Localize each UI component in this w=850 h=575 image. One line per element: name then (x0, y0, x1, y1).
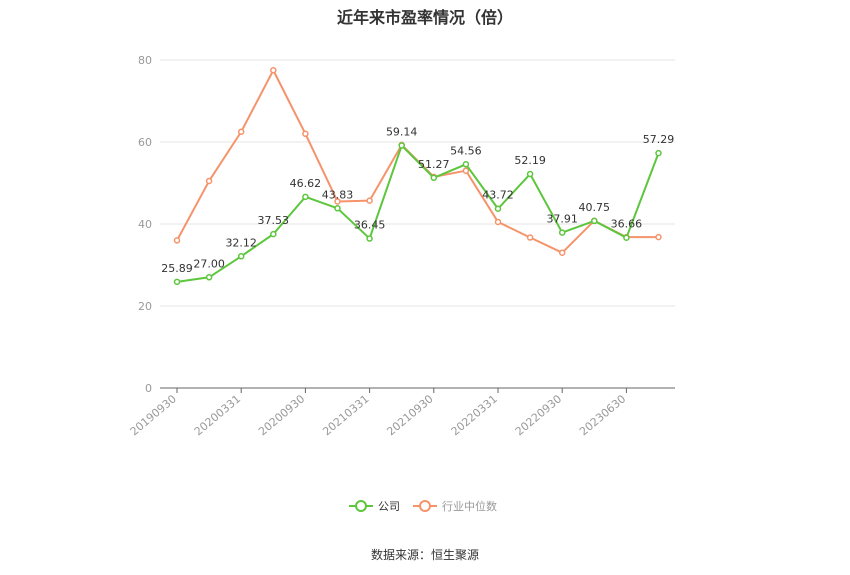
y-tick-label: 0 (145, 382, 152, 395)
industry-median-pe-point (270, 67, 277, 74)
x-tick-label: 20210930 (384, 392, 435, 438)
industry-median-pe-point (558, 249, 566, 256)
data-label: 51.27 (418, 158, 450, 171)
data-label: 57.29 (643, 133, 675, 146)
company-pe-point (623, 234, 630, 241)
industry-median-pe-point (494, 218, 502, 226)
x-tick-label: 20220930 (513, 392, 564, 438)
x-tick-label: 20200930 (256, 392, 307, 438)
x-tick-label: 20190930 (128, 392, 179, 438)
industry-median-pe-point (205, 177, 213, 185)
data-label: 59.14 (386, 126, 418, 139)
industry-median-pe-point (302, 130, 309, 138)
company-pe-point (558, 229, 566, 236)
legend-company-swatch-marker (355, 500, 367, 512)
data-label: 32.12 (225, 236, 257, 249)
data-label: 25.89 (161, 262, 193, 275)
company-pe-point (205, 274, 213, 281)
x-tick-label: 20230630 (577, 392, 628, 438)
company-pe-point (430, 174, 438, 182)
company-pe-line (176, 144, 660, 283)
y-tick-label: 20 (138, 300, 152, 313)
industry-median-pe-point (366, 197, 373, 204)
industry-median-pe-point (462, 167, 470, 174)
company-pe-point (334, 205, 341, 212)
company-pe-point (366, 235, 373, 242)
legend-company-label: 公司 (378, 500, 400, 513)
y-tick-label: 60 (138, 136, 152, 149)
legend-industry-swatch-marker (419, 500, 431, 512)
data-label: 43.83 (322, 188, 354, 201)
industry-median-pe-point (655, 233, 662, 241)
chart-title: 近年来市盈率情况（倍） (336, 8, 513, 27)
industry-median-pe-point (334, 198, 341, 205)
data-label: 37.91 (546, 213, 578, 226)
data-label: 52.19 (514, 154, 546, 167)
company-pe-point (494, 205, 502, 212)
data-label: 54.56 (450, 144, 482, 157)
x-tick-label: 20210331 (320, 392, 371, 438)
company-pe-point (398, 142, 405, 149)
company-pe-point (591, 217, 598, 225)
company-pe-point (173, 278, 181, 286)
company-pe-point (655, 149, 662, 157)
data-label: 46.62 (290, 177, 322, 190)
industry-median-pe-point (526, 234, 534, 241)
data-label: 36.66 (611, 218, 643, 231)
data-label: 43.72 (482, 189, 514, 202)
x-tick-label: 20220331 (449, 392, 500, 438)
company-pe-point (302, 193, 309, 201)
y-tick-label: 40 (138, 218, 152, 231)
data-label: 27.00 (193, 257, 225, 270)
industry-median-pe-point (173, 237, 181, 244)
x-tick-label: 20200331 (192, 392, 243, 438)
data-source-note: 数据来源：恒生聚源 (370, 548, 479, 562)
legend-industry-label: 行业中位数 (442, 499, 497, 513)
data-label: 40.75 (579, 201, 611, 214)
company-pe-point (462, 161, 470, 168)
company-pe-point (237, 253, 245, 260)
data-label: 36.45 (354, 219, 386, 232)
y-tick-label: 80 (138, 54, 152, 67)
data-label: 37.53 (258, 214, 290, 227)
company-pe-point (270, 230, 277, 238)
company-pe-point (526, 170, 534, 178)
industry-median-pe-point (237, 128, 245, 135)
